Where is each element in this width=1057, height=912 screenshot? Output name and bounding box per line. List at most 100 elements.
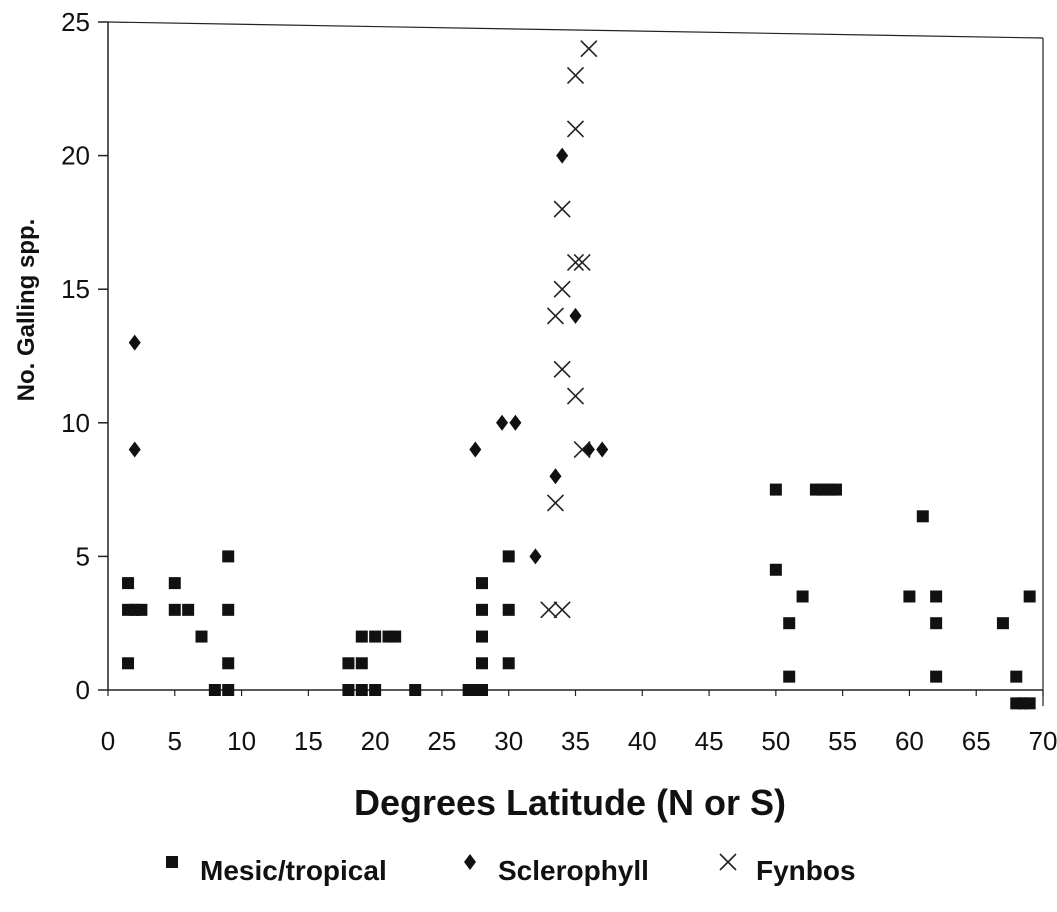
legend-marker-fynbos — [719, 853, 737, 871]
mesic-tropical-point — [222, 603, 235, 616]
fynbos-point — [553, 280, 571, 298]
legend-label-mesic-tropical: Mesic/tropical — [200, 855, 387, 886]
mesic-tropical-point — [502, 603, 515, 616]
sclerophyll-point — [529, 548, 542, 565]
mesic-tropical-point — [476, 657, 488, 670]
mesic-tropical-point — [369, 684, 382, 696]
legend-label-fynbos: Fynbos — [756, 855, 856, 886]
legend-label-sclerophyll: Sclerophyll — [498, 855, 649, 886]
mesic-tropical-point — [355, 630, 368, 643]
mesic-tropical-point — [122, 603, 135, 616]
mesic-tropical-point — [222, 684, 235, 696]
fynbos-point — [566, 387, 585, 405]
fynbos-point — [546, 494, 565, 512]
mesic-tropical-point — [342, 657, 355, 670]
legend-marker-sclerophyll — [464, 854, 476, 870]
mesic-tropical-point — [342, 684, 355, 696]
x-tick-label: 20 — [361, 726, 390, 756]
fynbos-point — [553, 360, 571, 378]
mesic-tropical-point — [195, 630, 208, 643]
y-tick-label: 15 — [61, 274, 90, 304]
sclerophyll-point — [596, 441, 609, 458]
y-tick-label: 20 — [61, 141, 90, 171]
mesic-tropical-point — [829, 483, 842, 496]
x-axis-title: Degrees Latitude (N or S) — [354, 782, 786, 823]
x-tick-label: 30 — [494, 726, 523, 756]
y-tick-label: 5 — [76, 541, 90, 571]
mesic-tropical-point — [769, 563, 782, 576]
mesic-tropical-point — [355, 684, 368, 696]
mesic-tropical-point — [783, 617, 796, 630]
sclerophyll-point — [549, 468, 562, 485]
x-tick-label: 45 — [695, 726, 724, 756]
x-tick-label: 55 — [828, 726, 857, 756]
mesic-tropical-point — [222, 657, 235, 670]
mesic-tropical-point — [903, 590, 916, 603]
x-tick-label: 65 — [962, 726, 991, 756]
fynbos-point — [573, 440, 591, 459]
y-tick-label: 10 — [61, 408, 90, 438]
mesic-tropical-point — [122, 577, 135, 590]
mesic-tropical-point — [1023, 590, 1036, 603]
sclerophyll-point — [569, 307, 582, 324]
mesic-tropical-point — [769, 483, 782, 496]
x-tick-label: 25 — [427, 726, 456, 756]
mesic-tropical-point — [222, 550, 235, 563]
mesic-tropical-point — [930, 670, 943, 683]
x-tick-label: 10 — [227, 726, 256, 756]
y-axis-ticks: 0 5 10 15 20 25 — [61, 7, 108, 705]
fynbos-point — [573, 253, 591, 272]
x-tick-label: 70 — [1029, 726, 1057, 756]
mesic-tropical-point — [996, 617, 1009, 630]
plot-area — [108, 22, 1043, 690]
mesic-tropical-point — [369, 630, 382, 643]
fynbos-point — [580, 40, 598, 58]
mesic-tropical-point — [502, 657, 515, 670]
sclerophyll-point — [496, 414, 509, 431]
y-tick-label: 25 — [61, 7, 90, 37]
mesic-tropical-point — [409, 684, 422, 696]
fynbos-point — [546, 307, 565, 325]
fynbos-point — [566, 253, 585, 272]
mesic-tropical-point — [168, 577, 181, 590]
x-tick-label: 5 — [168, 726, 182, 756]
x-tick-label: 15 — [294, 726, 323, 756]
mesic-tropical-point — [1023, 697, 1036, 710]
mesic-tropical-point — [476, 577, 488, 590]
mesic-tropical-point — [1010, 670, 1023, 683]
mesic-tropical-point — [796, 590, 809, 603]
fynbos-point — [566, 66, 585, 85]
mesic-tropical-point — [122, 657, 135, 670]
mesic-tropical-point — [182, 603, 195, 616]
fynbos-point — [540, 601, 558, 619]
x-tick-label: 60 — [895, 726, 924, 756]
mesic-tropical-point — [355, 657, 368, 670]
mesic-tropical-point — [930, 590, 943, 603]
data-points — [122, 40, 1036, 710]
mesic-tropical-point — [208, 684, 221, 696]
legend-marker-mesic-tropical — [166, 856, 178, 868]
plot-top-border — [107, 21, 1044, 39]
mesic-tropical-point — [930, 617, 943, 630]
mesic-tropical-point — [502, 550, 515, 563]
mesic-tropical-point — [476, 684, 488, 696]
fynbos-point — [566, 120, 585, 138]
x-tick-label: 0 — [101, 726, 115, 756]
mesic-tropical-point — [916, 510, 929, 523]
y-axis-title: No. Galling spp. — [13, 219, 40, 402]
mesic-tropical-point — [476, 603, 488, 616]
x-tick-label: 50 — [761, 726, 790, 756]
sclerophyll-point — [469, 441, 482, 458]
sclerophyll-point — [128, 334, 141, 351]
sclerophyll-point — [509, 414, 522, 431]
mesic-tropical-point — [783, 670, 796, 683]
x-tick-label: 35 — [561, 726, 590, 756]
x-axis-ticks: 0 5 10 15 20 25 30 35 40 45 50 55 60 65 70 — [101, 690, 1057, 756]
x-tick-label: 40 — [628, 726, 657, 756]
sclerophyll-point — [556, 147, 569, 164]
mesic-tropical-point — [168, 603, 181, 616]
mesic-tropical-point — [476, 630, 488, 643]
sclerophyll-point — [128, 441, 141, 458]
fynbos-point — [553, 601, 571, 619]
